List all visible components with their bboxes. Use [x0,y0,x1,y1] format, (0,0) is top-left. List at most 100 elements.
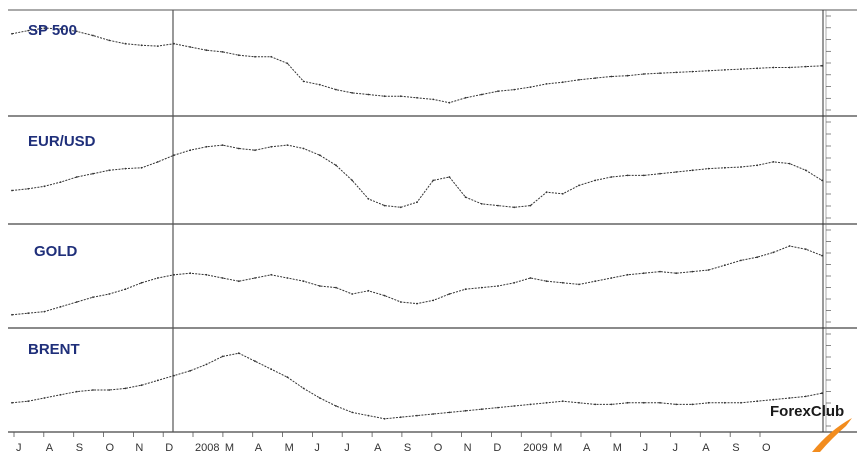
month-label: D [165,442,173,454]
month-label: N [464,442,472,454]
month-label: J [643,442,649,454]
data-point-gold [545,280,548,283]
data-point-gold [497,285,499,287]
data-point-gold [772,251,775,254]
data-point-eurusd [254,149,256,152]
data-point-sp500 [756,67,759,70]
data-point-sp500 [75,30,78,33]
data-point-brent [675,403,678,406]
data-point-brent [416,414,418,417]
data-point-gold [788,245,791,247]
data-point-sp500 [691,70,694,73]
data-point-eurusd [92,172,94,175]
data-point-gold [124,288,127,291]
data-point-sp500 [545,83,548,85]
month-label: 2009 [523,442,547,454]
data-point-gold [173,273,175,276]
data-point-eurusd [286,144,289,147]
data-point-brent [335,405,337,407]
data-point-eurusd [11,189,13,192]
data-point-eurusd [416,201,418,204]
data-point-sp500 [318,83,321,86]
data-point-gold [561,281,564,284]
data-point-brent [351,411,354,414]
data-point-gold [399,301,402,303]
panel-label-sp500: SP 500 [28,22,77,39]
data-point-brent [480,408,483,411]
data-point-gold [335,286,337,289]
data-point-sp500 [11,32,13,35]
data-point-gold [286,277,289,279]
data-point-sp500 [610,75,613,78]
data-point-sp500 [529,86,532,88]
data-point-eurusd [59,181,62,184]
data-point-eurusd [205,145,208,148]
data-point-brent [772,398,775,401]
data-point-brent [740,401,742,404]
data-point-gold [189,272,192,275]
data-point-eurusd [108,169,111,172]
data-point-brent [464,409,467,412]
data-point-sp500 [626,74,629,77]
data-point-sp500 [480,93,483,96]
data-point-sp500 [561,81,564,84]
data-point-gold [92,296,94,299]
data-point-eurusd [156,161,159,163]
data-point-sp500 [189,46,192,48]
data-point-brent [432,413,435,415]
frame-layer [8,9,857,433]
month-label: A [374,442,382,454]
data-point-brent [707,401,710,404]
month-label: J [673,442,679,454]
month-label: A [46,442,54,454]
data-point-gold [237,280,240,283]
data-point-brent [59,393,62,396]
data-point-brent [561,400,564,403]
data-point-eurusd [140,166,143,169]
data-point-sp500 [497,90,499,93]
data-point-eurusd [237,147,240,150]
data-point-sp500 [124,42,127,45]
data-point-brent [270,368,273,371]
data-point-gold [480,286,483,289]
data-point-gold [513,281,516,284]
data-point-sp500 [351,92,354,94]
data-point-sp500 [513,88,516,91]
data-point-eurusd [75,176,78,178]
data-point-sp500 [740,68,742,70]
data-point-brent [43,397,46,399]
series-line-brent [11,352,823,420]
data-point-sp500 [270,55,273,58]
data-point-eurusd [302,147,305,150]
data-point-eurusd [432,179,435,182]
data-point-brent [237,352,240,355]
data-point-gold [221,277,224,279]
month-label: S [76,442,83,454]
data-point-brent [318,397,321,399]
data-point-eurusd [659,172,661,175]
data-point-brent [594,403,597,406]
data-point-sp500 [821,64,823,67]
data-point-eurusd [383,204,386,207]
data-point-sp500 [448,101,451,104]
data-point-brent [723,401,726,404]
data-point-brent [27,400,30,403]
panel-label-eurusd: EUR/USD [28,133,96,150]
data-point-gold [205,273,208,276]
data-point-brent [659,401,661,404]
data-point-brent [383,417,386,420]
data-point-eurusd [691,169,694,172]
data-point-gold [464,288,467,291]
month-label: S [404,442,411,454]
logo-word-club: Club [811,403,844,420]
data-point-gold [108,293,111,295]
data-point-sp500 [707,69,710,72]
month-label: A [702,442,710,454]
data-point-brent [529,403,532,406]
data-point-brent [75,390,78,393]
data-point-brent [821,392,823,395]
month-label: M [553,442,562,454]
data-point-sp500 [804,65,807,68]
data-point-sp500 [27,29,30,32]
month-label: M [613,442,622,454]
